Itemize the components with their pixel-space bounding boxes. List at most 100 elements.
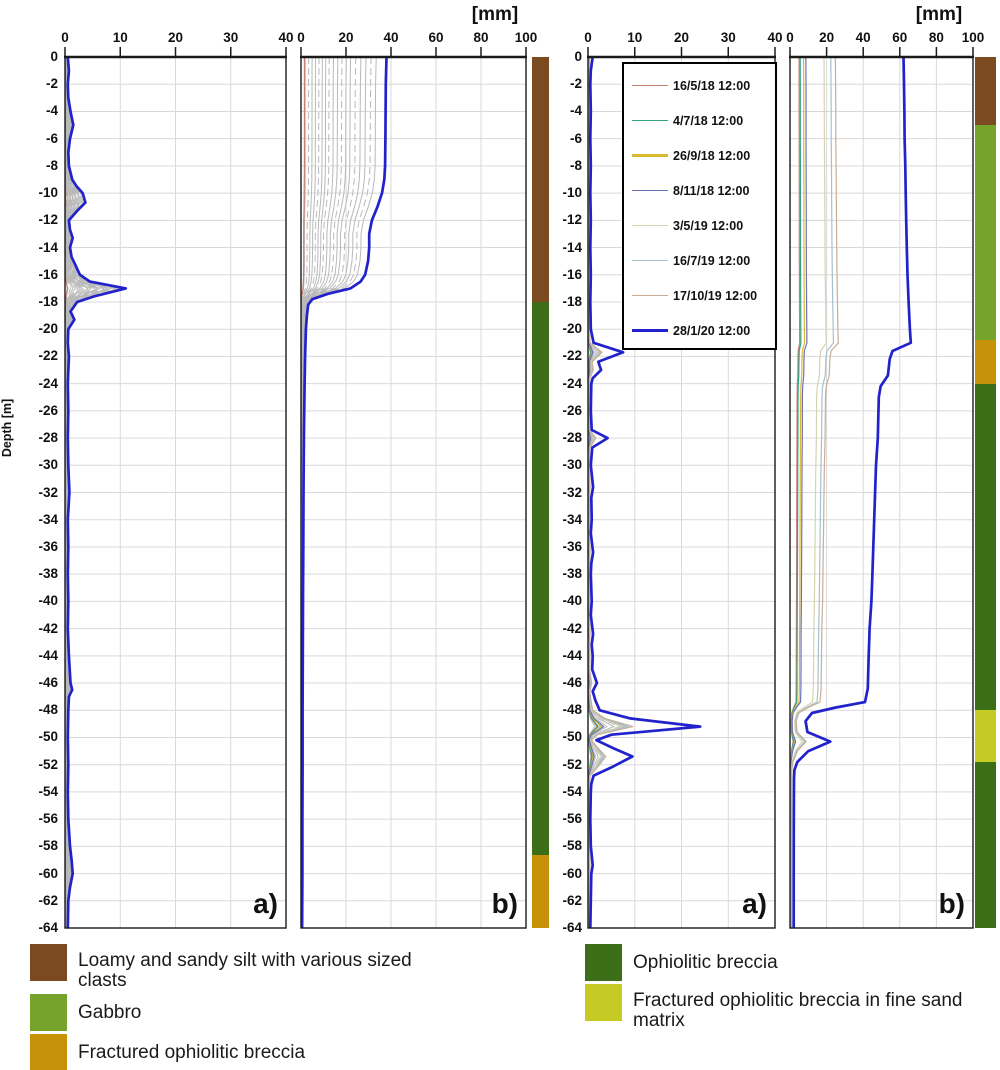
depth-tick-label: -4	[45, 103, 58, 119]
depth-tick-label: -58	[38, 838, 58, 854]
x-tick-label: 30	[223, 30, 238, 45]
units-label-left: [mm]	[471, 4, 519, 25]
lithology-label: Ophiolitic breccia	[633, 952, 778, 973]
depth-tick-label: -46	[562, 675, 582, 691]
depth-tick-label: -64	[562, 920, 582, 935]
series-28-1-20-12-00	[66, 57, 128, 928]
legend-line-sample	[632, 84, 668, 87]
depth-tick-label: -4	[569, 103, 582, 119]
depth-tick-label: -8	[569, 157, 582, 173]
series-3-5-19-12-00	[790, 57, 827, 928]
lithology-label: Gabbro	[78, 1002, 142, 1023]
x-tick-label: 40	[383, 30, 398, 45]
legend-line-sample	[632, 189, 668, 192]
lithology-legend-left: Loamy and sandy silt with various sized …	[30, 944, 530, 1070]
x-tick-label: 40	[767, 30, 782, 45]
legend-line-sample	[632, 154, 668, 157]
x-tick-label: 100	[515, 30, 538, 45]
lithology-legend-item-fractured_breccia: Fractured ophiolitic breccia	[30, 1034, 530, 1070]
series-intermediate	[301, 57, 310, 928]
x-tick-label: 10	[113, 30, 128, 45]
lithology-swatch-loamy_silt	[30, 944, 67, 981]
depth-tick-label: -50	[562, 729, 582, 745]
series-intermediate	[301, 57, 320, 928]
corner-label-left-a: a)	[253, 888, 278, 919]
lithology-label: Fractured ophiolitic breccia	[78, 1042, 306, 1063]
lithology-segment-fractured_breccia	[532, 854, 549, 928]
depth-tick-label: -6	[45, 130, 58, 146]
lithology-segment-gabbro	[975, 125, 996, 341]
legend-line-sample	[632, 259, 668, 262]
units-label-right: [mm]	[915, 4, 963, 25]
depth-tick-label: -48	[38, 702, 58, 718]
x-tick-label: 10	[627, 30, 642, 45]
lithology-swatch-fractured_breccia	[30, 1034, 67, 1070]
depth-tick-label: -10	[562, 185, 582, 201]
x-tick-label: 60	[892, 30, 907, 45]
lithology-swatch-gabbro	[30, 994, 67, 1031]
legend-entry-16-7-19-12-00: 16/7/19 12:00	[632, 243, 775, 278]
depth-tick-label: -56	[562, 811, 582, 827]
x-tick-label: 0	[584, 30, 592, 45]
lithology-swatch-ophiolitic_breccia	[585, 944, 622, 981]
legend-entry-label: 16/7/19 12:00	[673, 253, 751, 268]
lithology-segment-ophiolitic_breccia	[975, 383, 996, 711]
depth-tick-label: -58	[562, 838, 582, 854]
lithology-swatch-fractured_breccia_fine_sand	[585, 984, 622, 1021]
lithology-label: Fractured ophiolitic breccia in fine san…	[633, 990, 963, 1031]
legend-entry-label: 28/1/20 12:00	[673, 323, 751, 338]
lithology-legend-item-fractured_breccia_fine_sand: Fractured ophiolitic breccia in fine san…	[585, 984, 985, 1031]
depth-tick-label: -38	[562, 566, 582, 582]
depth-tick-label: -18	[38, 293, 58, 309]
corner-label-right-b: b)	[939, 888, 965, 919]
depth-ticks-left: 0 -2 -4 -6 -8 -10 -12 -14 -16 -18 -20 -22 -24 -26 -28 -…	[20, 0, 58, 940]
depth-tick-label: -30	[562, 457, 582, 473]
depth-tick-label: -22	[562, 348, 582, 364]
depth-ticks-right: 0 -2 -4 -6 -8 -10 -12 -14 -16 -18 -20 -22 -24 -26 -28 -…	[548, 0, 582, 940]
depth-tick-label: -44	[562, 647, 582, 663]
legend-line-sample	[632, 328, 668, 333]
x-tick-label: 20	[168, 30, 183, 45]
x-tick-label: 100	[962, 30, 985, 45]
depth-tick-label: -24	[562, 375, 582, 391]
depth-tick-label: -30	[38, 457, 58, 473]
depth-tick-label: -42	[562, 620, 582, 636]
lithology-legend-item-gabbro: Gabbro	[30, 994, 530, 1031]
depth-tick-label: -32	[38, 484, 58, 500]
depth-tick-label: -20	[38, 321, 58, 337]
depth-tick-label: -48	[562, 702, 582, 718]
depth-tick-label: -40	[38, 593, 58, 609]
depth-tick-label: -6	[569, 130, 582, 146]
depth-tick-label: -26	[562, 402, 582, 418]
legend-entry-label: 16/5/18 12:00	[673, 78, 751, 93]
depth-tick-label: -60	[562, 865, 582, 881]
depth-tick-label: -16	[38, 266, 58, 282]
legend-entry-8-11-18-12-00: 8/11/18 12:00	[632, 173, 775, 208]
legend-entry-3-5-19-12-00: 3/5/19 12:00	[632, 208, 775, 243]
chart-canvas: 0 10 20 30 40 a) 0 20 40 60 80 100 b) 0 10 20 30 40 a) 0 20 4…	[61, 30, 985, 929]
panel-left-a: 0 10 20 30 40 a)	[61, 30, 294, 929]
depth-tick-label: -62	[562, 892, 582, 908]
series-16-7-19-12-00	[790, 57, 835, 928]
x-tick-label: 40	[856, 30, 871, 45]
legend-entry-label: 26/9/18 12:00	[673, 148, 751, 163]
x-tick-label: 80	[473, 30, 488, 45]
depth-tick-label: -2	[569, 76, 582, 92]
x-tick-label: 80	[929, 30, 944, 45]
depth-tick-label: -60	[38, 865, 58, 881]
depth-tick-label: -54	[38, 783, 58, 799]
depth-tick-label: -34	[562, 511, 582, 527]
dates-legend: 16/5/18 12:00 4/7/18 12:00 26/9/18 12:00 8/…	[622, 62, 777, 350]
depth-tick-label: -32	[562, 484, 582, 500]
depth-tick-label: -56	[38, 811, 58, 827]
lithology-legend-right: Ophiolitic breccia Fractured ophiolitic b…	[585, 944, 985, 1034]
corner-label-right-a: a)	[742, 888, 767, 919]
series-28-1-20-12-00	[792, 57, 913, 928]
depth-tick-label: -20	[562, 321, 582, 337]
lithology-segment-loamy_silt	[975, 57, 996, 126]
depth-tick-label: -52	[562, 756, 582, 772]
panel-right-b: 0 20 40 60 80 100 b)	[786, 30, 985, 929]
series-17-10-19-12-00	[588, 57, 634, 928]
series-8-11-18-12-00	[790, 57, 808, 928]
